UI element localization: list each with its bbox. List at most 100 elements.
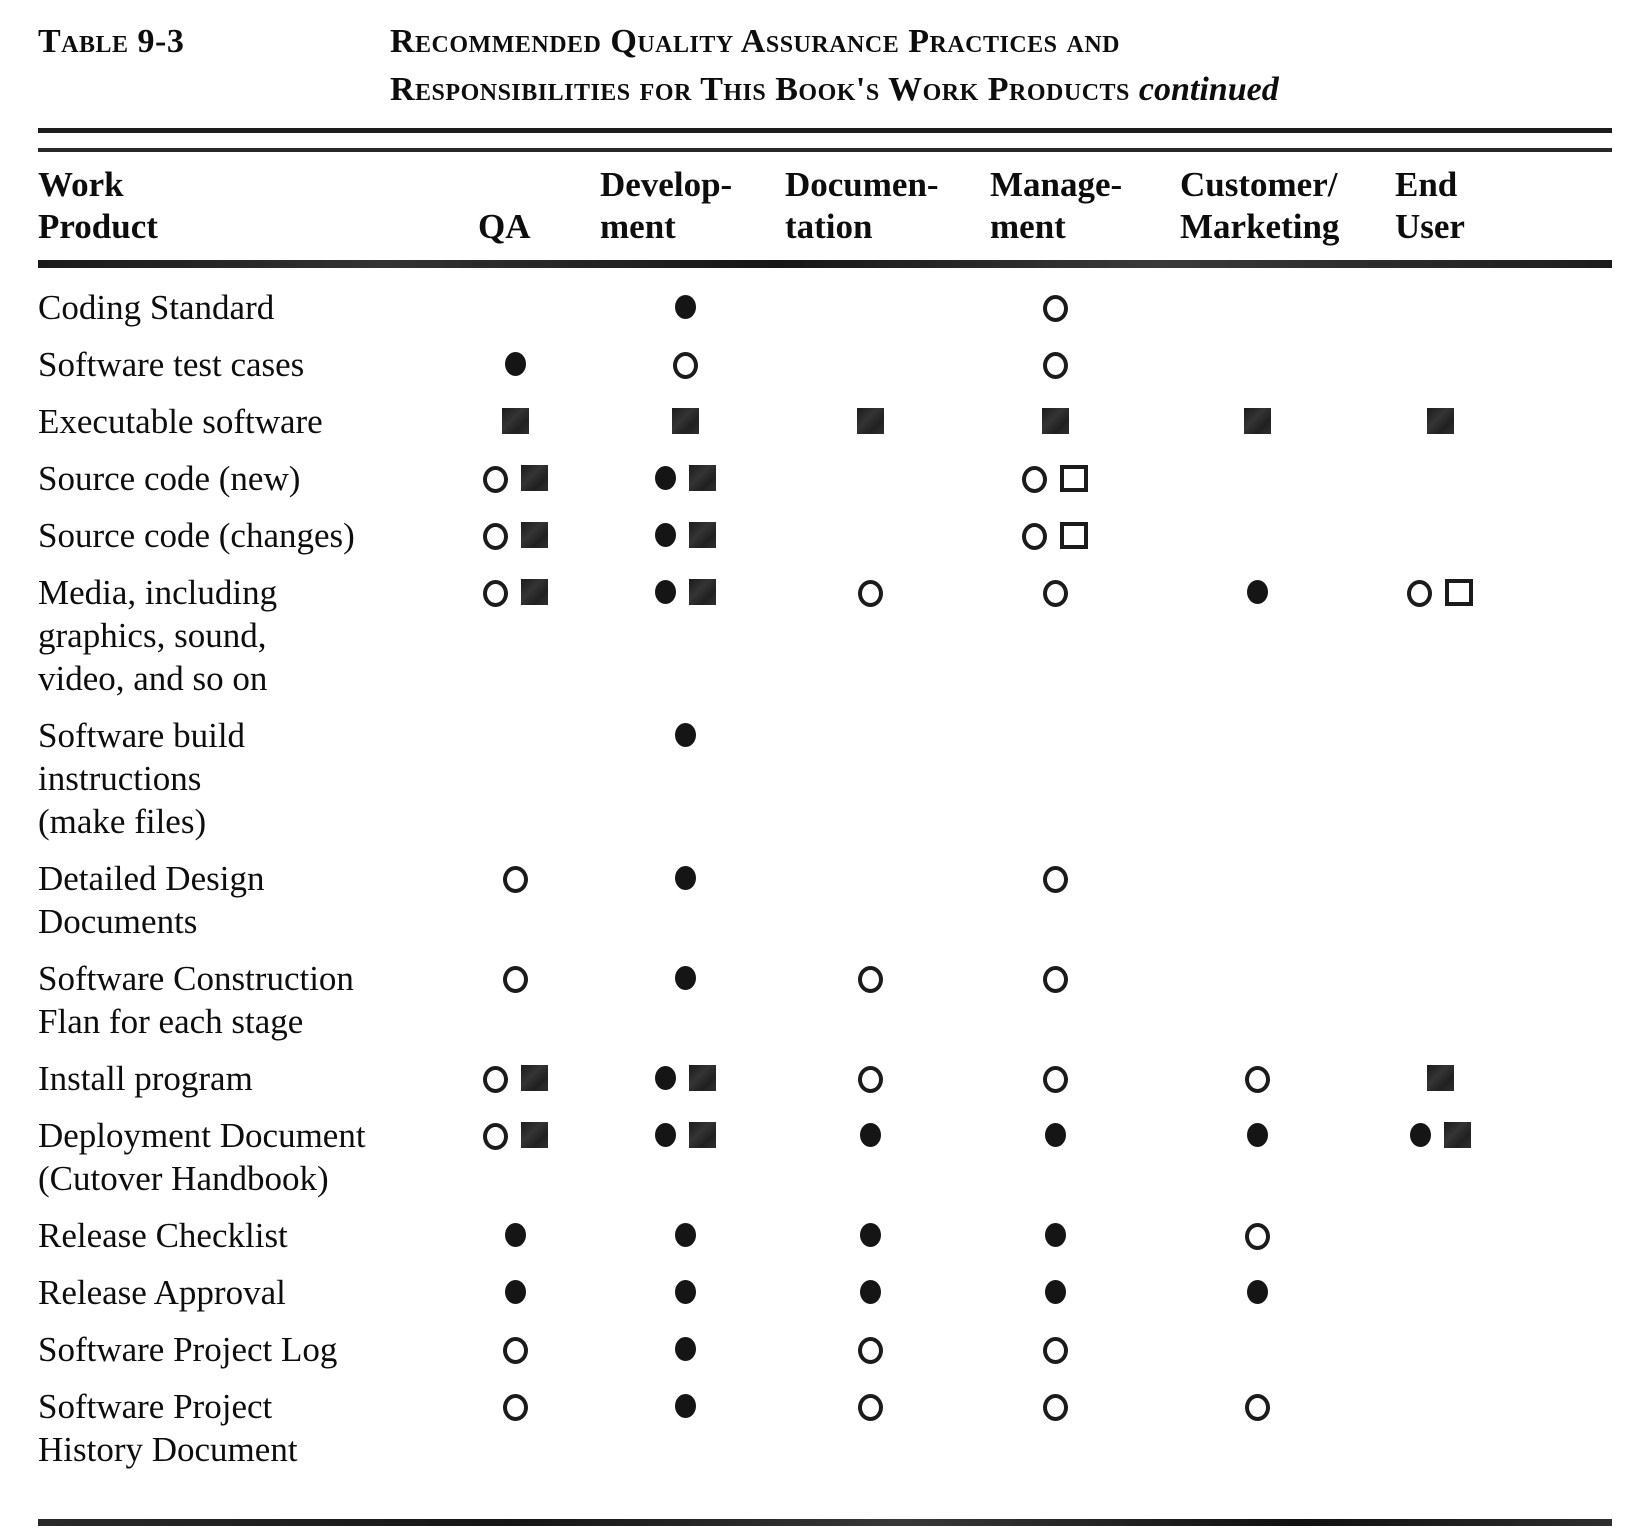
filled-circle-icon [1247, 1280, 1268, 1304]
column-header-development: Develop-ment [600, 165, 733, 246]
column-header-customer-marketing: Customer/Marketing [1180, 165, 1340, 246]
column-header-qa: QA [478, 207, 531, 246]
cell-development [590, 286, 780, 329]
filled-square-icon [520, 465, 548, 491]
work-product-label: Release Approval [38, 1273, 286, 1312]
cell-documentation [780, 1114, 960, 1200]
open-circle-icon [1042, 1337, 1068, 1364]
cell-development [590, 1271, 780, 1314]
cell-documentation [780, 400, 960, 443]
open-circle-icon [482, 466, 508, 493]
cell-qa [440, 857, 590, 943]
filled-circle-icon [674, 866, 696, 890]
filled-square-icon [688, 579, 716, 605]
table-row: Detailed Design Documents [38, 843, 1612, 943]
work-product-label: Source code (changes) [38, 516, 355, 555]
cell-qa [440, 714, 590, 843]
open-circle-icon [482, 523, 508, 550]
cell-qa [440, 571, 590, 700]
cell-customer-marketing [1150, 457, 1365, 500]
open-circle-icon [857, 1394, 883, 1421]
header-rule [38, 260, 1612, 268]
cell-customer-marketing [1150, 1057, 1365, 1100]
open-circle-icon [1407, 580, 1432, 607]
table-row: Executable software [38, 386, 1612, 443]
open-circle-icon [857, 1066, 883, 1093]
filled-square-icon [688, 522, 716, 548]
table-title-continued: continued [1138, 71, 1279, 108]
filled-square-icon [520, 579, 548, 605]
cell-development [590, 714, 780, 843]
cell-management [960, 571, 1150, 700]
cell-management [960, 1057, 1150, 1100]
filled-circle-icon [674, 723, 696, 747]
filled-square-icon [520, 1122, 548, 1148]
open-square-icon [1060, 465, 1088, 492]
cell-end-user [1365, 571, 1515, 700]
table-row: Source code (changes) [38, 500, 1612, 557]
filled-circle-icon [674, 295, 696, 319]
table-row: Deployment Document (Cutover Handbook) [38, 1100, 1612, 1200]
cell-documentation [780, 857, 960, 943]
cell-qa [440, 343, 590, 386]
table-row: Software build instructions (make files) [38, 700, 1612, 843]
filled-circle-icon [504, 1280, 526, 1304]
cell-qa [440, 286, 590, 329]
column-header-management: Manage-ment [990, 165, 1123, 246]
cell-end-user [1365, 514, 1515, 557]
work-product-label: Media, including graphics, sound, video, a… [38, 573, 278, 698]
open-circle-icon [857, 966, 883, 993]
filled-circle-icon [504, 352, 526, 376]
filled-circle-icon [1247, 580, 1268, 604]
cell-documentation [780, 1057, 960, 1100]
open-circle-icon [482, 1066, 508, 1093]
table-row: Media, including graphics, sound, video, a… [38, 557, 1612, 700]
cell-management [960, 1214, 1150, 1257]
table-number-label: Table 9-3 [38, 23, 185, 60]
table-title-line2: Responsibilities for This Book's Work Pr… [390, 71, 1130, 108]
filled-circle-icon [654, 1123, 676, 1147]
filled-circle-icon [1044, 1223, 1066, 1247]
cell-documentation [780, 957, 960, 1043]
cell-documentation [780, 1328, 960, 1371]
filled-square-icon [1443, 1122, 1471, 1148]
filled-circle-icon [859, 1123, 881, 1147]
filled-square-icon [856, 408, 884, 434]
open-circle-icon [1042, 295, 1068, 322]
cell-end-user [1365, 1385, 1515, 1471]
cell-customer-marketing [1150, 514, 1365, 557]
filled-circle-icon [674, 1280, 696, 1304]
filled-circle-icon [1247, 1123, 1268, 1147]
cell-development [590, 400, 780, 443]
filled-square-icon [520, 1065, 548, 1091]
table-row: Software Project Log [38, 1314, 1612, 1371]
cell-qa [440, 1385, 590, 1471]
open-circle-icon [1042, 1394, 1068, 1421]
cell-management [960, 514, 1150, 557]
cell-management [960, 343, 1150, 386]
cell-development [590, 343, 780, 386]
open-circle-icon [1022, 523, 1047, 550]
filled-circle-icon [674, 1223, 696, 1247]
cell-end-user [1365, 1271, 1515, 1314]
open-circle-icon [857, 1337, 883, 1364]
work-product-label: Software Project History Document [38, 1387, 298, 1469]
work-product-label: Software test cases [38, 345, 305, 384]
cell-qa [440, 1214, 590, 1257]
table-row: Install program [38, 1043, 1612, 1100]
cell-management [960, 1271, 1150, 1314]
cell-management [960, 714, 1150, 843]
cell-customer-marketing [1150, 714, 1365, 843]
cell-management [960, 286, 1150, 329]
table-row: Coding Standard [38, 272, 1612, 329]
filled-circle-icon [654, 466, 676, 490]
work-product-label: Executable software [38, 402, 323, 441]
cell-development [590, 1057, 780, 1100]
cell-development [590, 857, 780, 943]
filled-circle-icon [654, 580, 676, 604]
column-header-end-user: End User [1395, 165, 1465, 246]
open-circle-icon [502, 866, 528, 893]
cell-end-user [1365, 457, 1515, 500]
table-caption: Table 9-3 Recommended Quality Assurance … [38, 18, 1612, 114]
